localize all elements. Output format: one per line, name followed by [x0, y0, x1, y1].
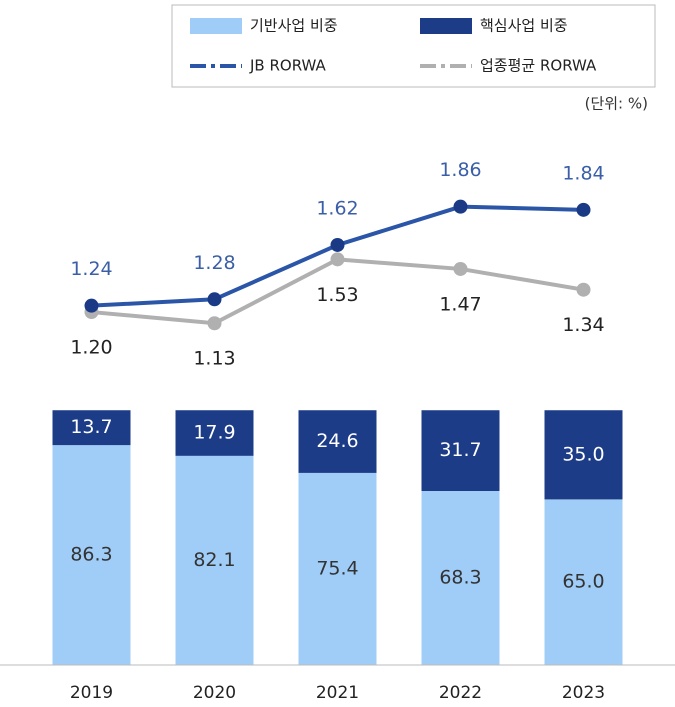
legend-swatch: [190, 18, 242, 34]
legend-label: JB RORWA: [249, 57, 327, 75]
legend-swatch: [420, 18, 472, 34]
bar-value-label: 65.0: [562, 571, 604, 593]
line-marker: [330, 237, 345, 252]
bar-segment: [298, 410, 377, 473]
line-value-label: 1.62: [316, 197, 358, 219]
bar-value-label: 35.0: [562, 443, 604, 465]
line-value-label: 1.20: [70, 337, 112, 359]
x-tick-label: 2020: [193, 683, 236, 703]
bar-value-label: 86.3: [70, 544, 112, 566]
line-value-label: 1.47: [439, 293, 481, 315]
bar-segment: [421, 490, 500, 665]
line-value-label: 1.34: [562, 314, 604, 336]
bar-value-label: 17.9: [193, 422, 235, 444]
bar-segment: [175, 410, 254, 456]
bar-value-label: 13.7: [70, 416, 112, 438]
bar-segment: [175, 455, 254, 665]
line-value-label: 1.86: [439, 159, 481, 181]
line-marker: [576, 202, 591, 217]
line-marker: [207, 292, 222, 307]
line-marker: [576, 282, 591, 297]
line-marker: [453, 261, 468, 276]
x-tick-label: 2023: [562, 683, 605, 703]
x-tick-label: 2022: [439, 683, 482, 703]
bar-segment: [52, 445, 131, 665]
line-marker: [330, 252, 345, 267]
unit-note: (단위: %): [585, 95, 648, 113]
legend-label: 기반사업 비중: [250, 17, 338, 35]
line-value-label: 1.28: [193, 252, 235, 274]
line-value-label: 1.13: [193, 348, 235, 370]
bar-segment: [52, 410, 131, 446]
line-marker: [84, 298, 99, 313]
line-value-label: 1.84: [562, 162, 604, 184]
x-tick-label: 2019: [70, 683, 113, 703]
line-marker: [207, 316, 222, 331]
bar-value-label: 82.1: [193, 549, 235, 571]
bar-value-label: 31.7: [439, 439, 481, 461]
legend-label: 업종평균 RORWA: [480, 57, 597, 75]
bar-value-label: 68.3: [439, 566, 481, 588]
x-tick-label: 2021: [316, 683, 359, 703]
legend-box: [171, 4, 656, 88]
bar-segment: [544, 499, 623, 665]
line-value-label: 1.53: [316, 284, 358, 306]
line-marker: [453, 199, 468, 214]
legend-label: 핵심사업 비중: [480, 17, 568, 35]
bar-segment: [298, 472, 377, 665]
bar-segment: [544, 410, 623, 500]
line-value-label: 1.24: [70, 258, 112, 280]
bar-value-label: 75.4: [316, 557, 358, 579]
bar-value-label: 24.6: [316, 430, 358, 452]
bar-segment: [421, 410, 500, 491]
